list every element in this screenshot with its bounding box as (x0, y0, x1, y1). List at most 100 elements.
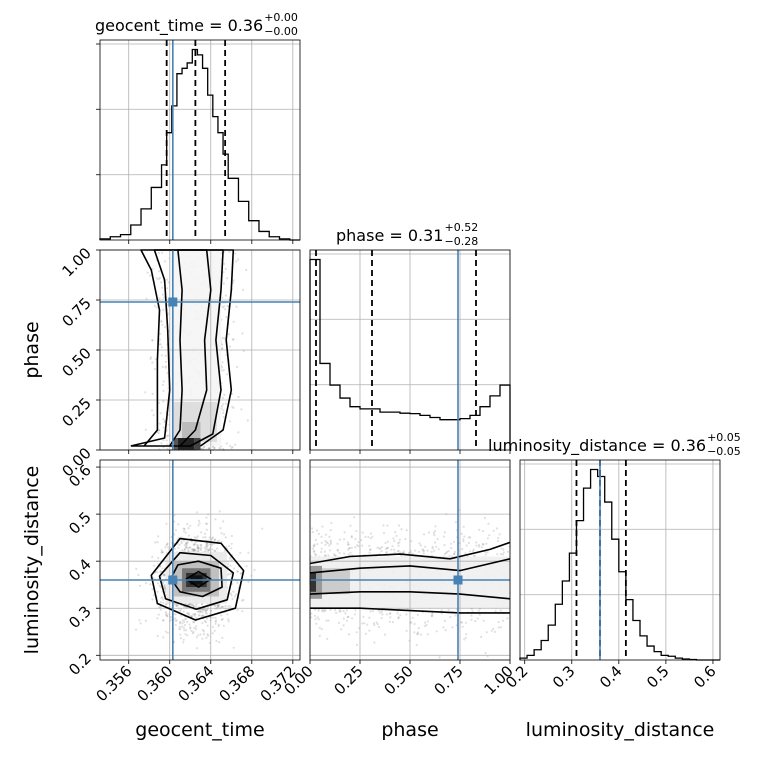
panel-luminosity_distance-vs-geocent_time-point (135, 567, 138, 571)
panel-luminosity_distance-vs-phase-point (396, 612, 399, 615)
panel-luminosity_distance-vs-phase-point (461, 621, 464, 624)
panel-luminosity_distance-vs-geocent_time-point (179, 633, 182, 636)
panel-phase-vs-geocent_time-point (163, 260, 167, 263)
panel-luminosity_distance-vs-geocent_time-point (200, 544, 203, 547)
panel-luminosity_distance-vs-phase-point (494, 610, 497, 613)
panel-luminosity_distance-vs-phase-point (350, 536, 353, 539)
panel-luminosity_distance-vs-geocent_time-point (245, 565, 248, 568)
panel-luminosity_distance-vs-phase-point (432, 531, 435, 535)
panel-phase-vs-geocent_time-point (207, 447, 210, 450)
panel-luminosity_distance-vs-phase-point (342, 617, 345, 620)
panel-phase-vs-geocent_time-point (157, 278, 160, 281)
panel-luminosity_distance-vs-geocent_time-point (181, 625, 184, 628)
panel-luminosity_distance-vs-geocent_time-point (221, 618, 224, 621)
panel-luminosity_distance-vs-geocent_time-point (151, 598, 154, 601)
panel-luminosity_distance-vs-phase-point (326, 637, 329, 641)
panel-luminosity_distance-vs-phase-point (364, 632, 367, 635)
panel-phase-vs-geocent_time-point (149, 357, 152, 360)
panel-phase-vs-geocent_time-point (224, 308, 227, 311)
panel-luminosity_distance-vs-geocent_time-point (134, 628, 138, 631)
panel-luminosity_distance-vs-phase-point (482, 619, 485, 622)
panel-luminosity_distance-vs-phase-point (470, 614, 473, 617)
panel-luminosity_distance-vs-geocent_time-point (218, 510, 221, 513)
panel-luminosity_distance-vs-geocent_time-point (226, 613, 229, 616)
panel-luminosity_distance-vs-phase-point (381, 613, 384, 616)
panel-luminosity_distance-vs-phase-point (461, 625, 464, 628)
panel-phase-vs-geocent_time-point (151, 339, 154, 342)
panel-luminosity_distance-vs-geocent_time-point (225, 545, 228, 549)
panel-phase-vs-geocent_time-point (167, 434, 170, 437)
panel-luminosity_distance-vs-geocent_time-point (161, 596, 164, 599)
panel-luminosity_distance-vs-geocent_time-point (156, 617, 159, 620)
panel-luminosity_distance-vs-phase-point (324, 539, 327, 543)
panel-luminosity_distance-vs-phase-point (354, 538, 357, 541)
panel-luminosity_distance-vs-phase-point (369, 532, 373, 535)
panel-luminosity_distance-vs-phase-point (485, 542, 488, 545)
hist-phase-step (309, 258, 511, 450)
panel-luminosity_distance-vs-geocent_time-point (184, 546, 187, 549)
panel-phase-vs-geocent_time-cell-2 (177, 438, 195, 450)
panel-phase-vs-geocent_time-frame (99, 249, 301, 451)
panel-luminosity_distance-vs-phase-point (487, 522, 490, 525)
panel-luminosity_distance-vs-geocent_time-point (198, 613, 201, 616)
panel-phase-vs-geocent_time-point (222, 411, 225, 415)
panel-luminosity_distance-vs-phase-point (314, 553, 318, 557)
panel-luminosity_distance-vs-geocent_time-point (221, 636, 224, 640)
panel-luminosity_distance-vs-phase-point (474, 620, 477, 623)
panel-luminosity_distance-vs-geocent_time-point (253, 568, 256, 572)
xtick-label-phase-2: 0.50 (380, 662, 416, 698)
panel-luminosity_distance-vs-phase-point (445, 550, 449, 553)
panel-luminosity_distance-vs-geocent_time-point (153, 564, 156, 567)
panel-luminosity_distance-vs-geocent_time-point (166, 631, 169, 634)
panel-luminosity_distance-vs-phase-point (410, 551, 413, 554)
panel-luminosity_distance-vs-phase-point (431, 547, 434, 550)
panel-luminosity_distance-vs-phase-point (376, 623, 379, 626)
title-phase-minus: −0.28 (444, 235, 478, 248)
panel-luminosity_distance-vs-geocent_time-point (188, 614, 191, 617)
panel-luminosity_distance-vs-geocent_time-point (159, 608, 162, 612)
panel-luminosity_distance-vs-geocent_time-point (230, 594, 233, 597)
panel-luminosity_distance-vs-geocent_time-point (195, 647, 199, 650)
panel-luminosity_distance-vs-geocent_time-point (164, 546, 167, 549)
panel-luminosity_distance-vs-phase-point (496, 540, 499, 543)
panel-luminosity_distance-vs-phase-point (405, 629, 408, 633)
panel-luminosity_distance-vs-geocent_time-point (205, 544, 208, 548)
panel-luminosity_distance-vs-geocent_time-point (183, 548, 186, 551)
panel-luminosity_distance-vs-geocent_time-point (156, 634, 159, 638)
panel-luminosity_distance-vs-phase-point (363, 622, 366, 625)
panel-luminosity_distance-vs-geocent_time-point (151, 555, 154, 559)
panel-luminosity_distance-vs-phase-point (314, 617, 317, 621)
panel-luminosity_distance-vs-geocent_time-point (195, 636, 198, 639)
panel-luminosity_distance-vs-geocent_time-point (204, 610, 207, 613)
panel-luminosity_distance-vs-phase-point (443, 531, 446, 534)
panel-luminosity_distance-vs-geocent_time-point (215, 547, 219, 550)
panel-luminosity_distance-vs-geocent_time-truth-marker (168, 575, 178, 585)
panel-luminosity_distance-vs-geocent_time-point (197, 550, 200, 553)
panel-luminosity_distance-vs-phase-point (357, 545, 360, 548)
panel-phase-vs-geocent_time-point (152, 414, 155, 417)
panel-luminosity_distance-vs-phase-point (394, 531, 397, 534)
panel-luminosity_distance-vs-geocent_time-point (179, 627, 182, 630)
panel-luminosity_distance-vs-geocent_time-point (203, 620, 206, 623)
panel-luminosity_distance-vs-geocent_time-point (149, 583, 152, 586)
panel-luminosity_distance-vs-geocent_time-point (220, 532, 223, 535)
panel-luminosity_distance-vs-geocent_time-point (166, 615, 169, 618)
panel-luminosity_distance-vs-phase-point (354, 609, 357, 612)
panel-luminosity_distance-vs-phase-point (345, 619, 349, 622)
panel-luminosity_distance-vs-geocent_time-point (203, 532, 207, 535)
panel-luminosity_distance-vs-phase-point (413, 549, 416, 552)
panel-luminosity_distance-vs-geocent_time-point (160, 549, 163, 552)
panel-luminosity_distance-vs-phase-point (361, 622, 364, 625)
panel-luminosity_distance-vs-phase-point (368, 629, 371, 632)
panel-phase-vs-geocent_time-point (231, 445, 234, 449)
panel-luminosity_distance-vs-phase-point (323, 554, 326, 557)
panel-luminosity_distance-vs-geocent_time-point (185, 546, 188, 549)
panel-luminosity_distance-vs-phase-point (407, 551, 411, 555)
panel-luminosity_distance-vs-geocent_time-point (202, 536, 205, 539)
panel-luminosity_distance-vs-geocent_time-point (195, 605, 198, 609)
panel-luminosity_distance-vs-phase-point (324, 533, 327, 536)
panel-luminosity_distance-vs-geocent_time-point (217, 603, 220, 606)
panel-luminosity_distance-vs-geocent_time-point (199, 633, 202, 636)
panel-luminosity_distance-vs-geocent_time-point (210, 537, 214, 540)
panel-phase-vs-geocent_time-point (161, 383, 164, 386)
